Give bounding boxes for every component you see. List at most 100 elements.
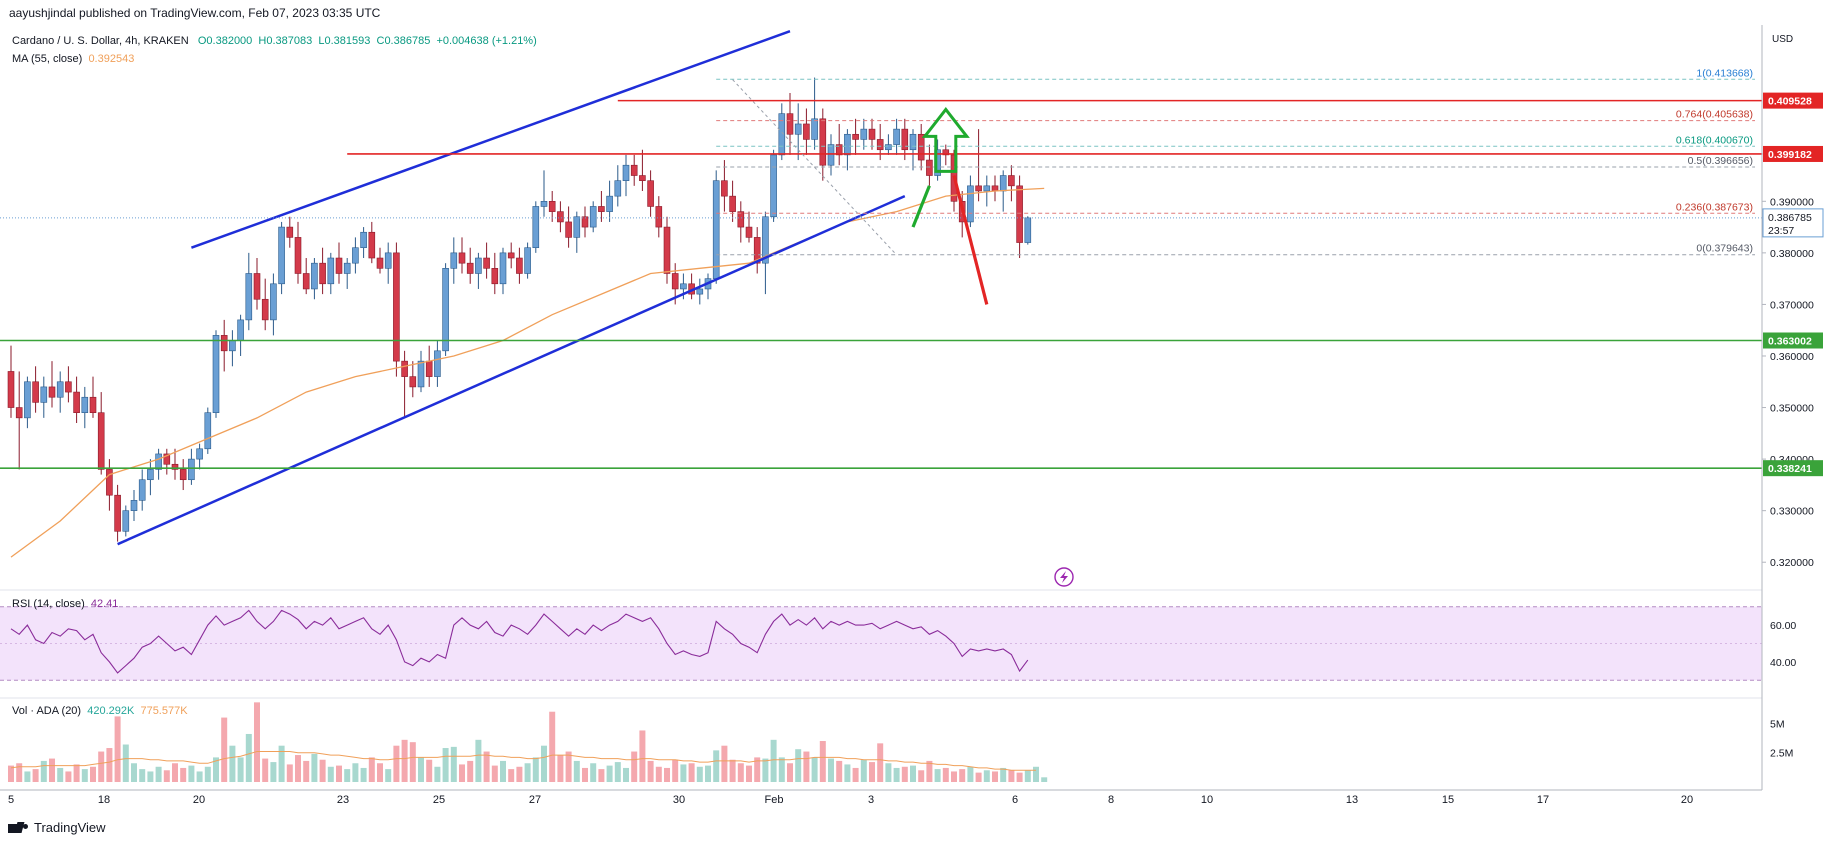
time-tick-label: 10 — [1201, 794, 1213, 806]
volume-bar — [24, 771, 31, 782]
support-price-tag — [1763, 332, 1823, 349]
volume-bar — [557, 755, 564, 782]
volume-label: Vol · ADA (20) — [12, 705, 82, 717]
ma-legend[interactable]: MA (55, close) 0.392543 — [12, 53, 134, 65]
candle-body — [860, 128, 868, 140]
volume-bar — [336, 765, 342, 782]
time-tick-label: 20 — [1681, 794, 1693, 806]
rsi-legend[interactable]: RSI (14, close) 42.41 — [12, 598, 118, 610]
brand-name: TradingView — [34, 820, 106, 835]
ohlc-open: O0.382000 — [197, 35, 253, 47]
volume-bar — [1000, 767, 1007, 782]
volume-bar — [1016, 772, 1023, 782]
candle-body — [516, 257, 523, 274]
candle-body — [458, 252, 466, 264]
time-tick-label: 8 — [1108, 794, 1114, 806]
volume-bar — [16, 763, 23, 782]
candle-body — [565, 221, 572, 238]
candle-body — [155, 453, 162, 470]
volume-bar — [811, 757, 818, 782]
time-tick-label: 27 — [529, 794, 541, 806]
candle-body — [630, 164, 638, 176]
time-tick-label: 25 — [433, 794, 445, 806]
volume-bar — [885, 763, 892, 782]
candle-body — [721, 180, 728, 197]
candle-body — [827, 144, 835, 166]
volume-bar — [442, 748, 449, 782]
volume-bar — [188, 765, 195, 782]
candle-body — [737, 211, 745, 228]
candle-body — [622, 164, 630, 181]
candle-body — [885, 144, 892, 151]
volume-bar — [688, 763, 695, 782]
candle-body — [999, 175, 1007, 192]
volume-bar — [409, 742, 416, 782]
volume-legend[interactable]: Vol · ADA (20) 420.292K 775.577K — [12, 705, 188, 717]
volume-bar — [631, 751, 638, 782]
candle-body — [466, 262, 474, 274]
volume-bar — [819, 741, 826, 782]
volume-bar — [721, 745, 728, 782]
time-tick-label: 23 — [337, 794, 349, 806]
candle-body — [327, 257, 335, 285]
volume-bar — [787, 763, 793, 782]
candle-body — [368, 231, 376, 259]
candle-body — [614, 180, 622, 197]
candle-body — [483, 257, 490, 269]
support-price-label: 0.363002 — [1768, 336, 1812, 348]
volume-bar — [541, 745, 547, 782]
candle-body — [188, 458, 195, 481]
volume-bar — [319, 759, 326, 782]
candle-body — [97, 412, 105, 470]
time-tick-label: 5 — [8, 794, 14, 806]
candle-body — [548, 201, 556, 212]
volume-bar — [606, 765, 613, 782]
publish-line: aayushjindal published on TradingView.co… — [9, 6, 381, 20]
volume-bar — [286, 764, 293, 782]
candle-body — [376, 257, 384, 269]
support-price-tag — [1763, 460, 1823, 477]
candle-body — [729, 195, 736, 212]
candle-body — [89, 396, 97, 413]
candle-body — [524, 247, 531, 274]
volume-bar — [803, 751, 810, 782]
volume-bar — [877, 743, 884, 782]
price-tick-label: 0.330000 — [1770, 506, 1814, 518]
volume-bar — [475, 739, 482, 782]
candle-body — [680, 283, 687, 290]
ma-label: MA (55, close) — [12, 53, 83, 65]
candle-body — [835, 144, 843, 156]
brand-footer[interactable]: TradingView — [8, 820, 106, 835]
candle-body — [1016, 185, 1023, 243]
volume-bar — [106, 748, 113, 782]
support-price-label: 0.338241 — [1768, 463, 1812, 475]
moving-average-line — [10, 187, 1045, 558]
candle-body — [450, 252, 458, 269]
volume-bar — [762, 758, 769, 782]
volume-bar — [992, 771, 998, 782]
candle-body — [147, 469, 154, 481]
candle-body — [573, 216, 581, 238]
candle-body — [893, 128, 900, 145]
volume-bar — [352, 763, 359, 782]
volume-bar — [926, 760, 933, 782]
volume-bar — [368, 757, 375, 782]
volume-ma-line — [10, 751, 1036, 771]
green-up-arrow-icon — [921, 106, 970, 173]
time-tick-label: 3 — [868, 794, 874, 806]
rsi-tick-label: 60.00 — [1770, 620, 1796, 632]
volume-bar — [934, 769, 941, 782]
volume-bar — [680, 764, 687, 782]
candle-body — [1024, 217, 1032, 243]
candle-body — [499, 252, 507, 285]
volume-bar — [147, 771, 154, 782]
candle-body — [343, 262, 351, 274]
volume-bar — [582, 767, 588, 782]
volume-bar — [40, 760, 47, 782]
channel-lower-line — [117, 195, 906, 546]
candle-body — [261, 298, 269, 321]
rsi-value: 42.41 — [90, 598, 119, 610]
volume-bar — [795, 749, 802, 782]
volume-bar — [983, 770, 990, 782]
